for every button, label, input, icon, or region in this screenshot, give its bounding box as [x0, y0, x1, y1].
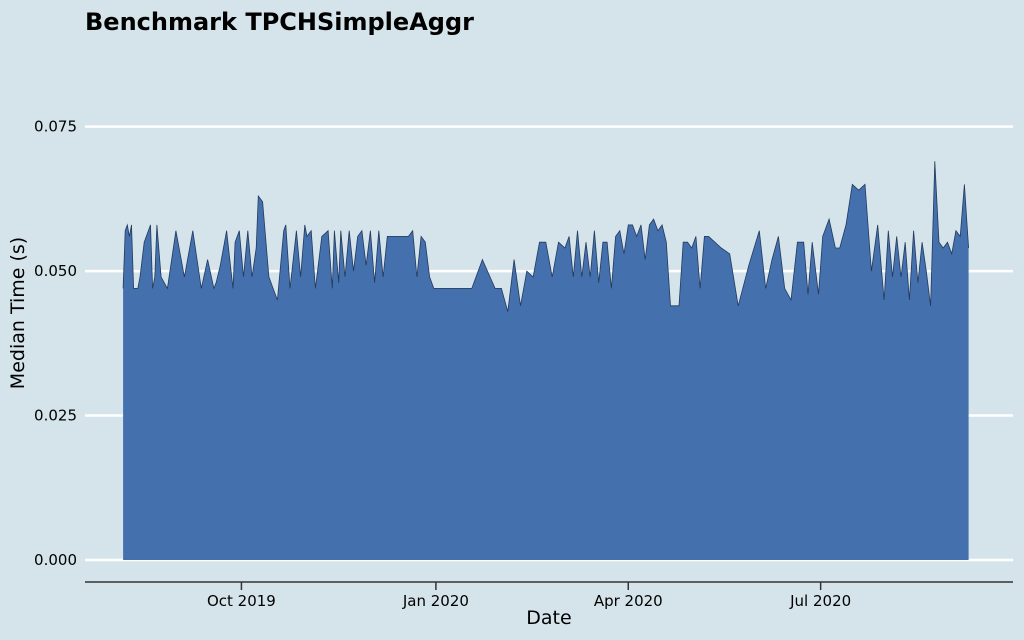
x-axis-title: Date	[526, 607, 571, 629]
y-tick-label: 0.050	[34, 262, 77, 280]
y-tick-label: 0.075	[34, 118, 77, 136]
series-area	[123, 161, 969, 561]
series-layer	[122, 161, 969, 561]
y-tick-label: 0.025	[34, 407, 77, 425]
y-axis-title: Median Time (s)	[7, 237, 29, 389]
x-tick-label: Jan 2020	[402, 592, 469, 610]
y-tick-label: 0.000	[34, 551, 77, 569]
x-ticks: Oct 2019 Jan 2020 Apr 2020 Jul 2020	[207, 582, 851, 610]
x-tick-label: Jul 2020	[789, 592, 851, 610]
series-line	[122, 161, 969, 312]
x-tick-label: Apr 2020	[594, 592, 663, 610]
x-tick-label: Oct 2019	[207, 592, 276, 610]
chart-title: Benchmark TPCHSimpleAggr	[85, 8, 474, 36]
y-tick-labels: 0.000 0.025 0.050 0.075	[34, 118, 77, 569]
